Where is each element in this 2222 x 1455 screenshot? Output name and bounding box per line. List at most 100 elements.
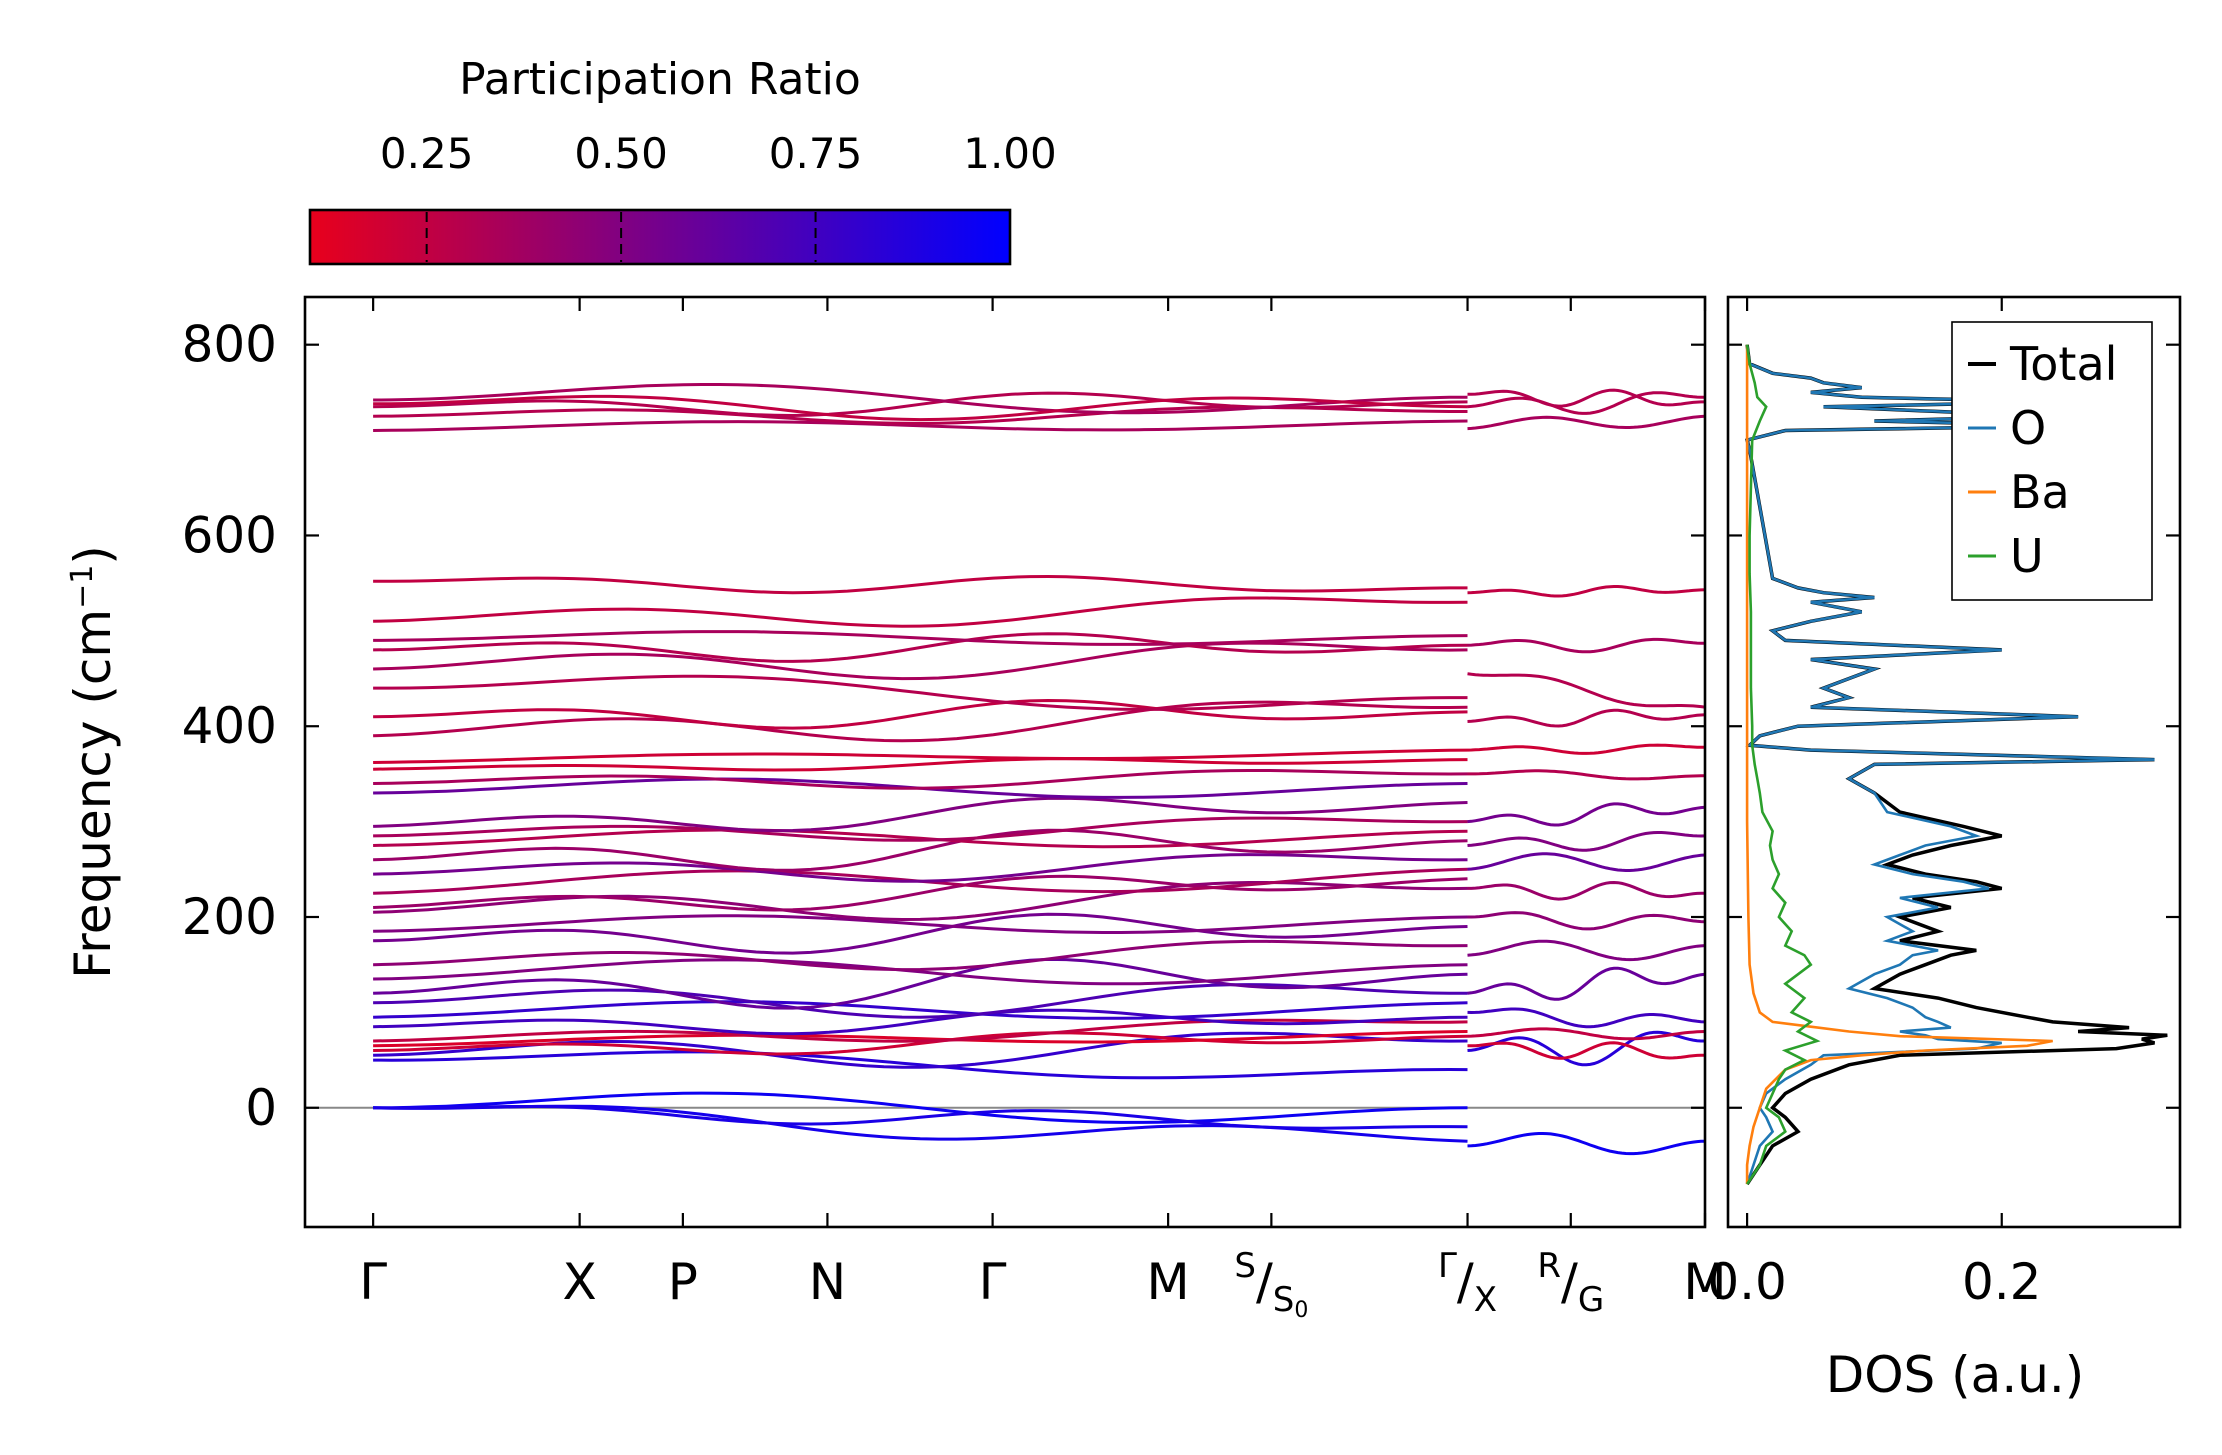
- dos-line-o: [1745, 344, 2155, 1185]
- legend-label: Total: [2009, 337, 2117, 391]
- phonon-band-1-19: [373, 853, 1468, 883]
- y-tick-label: 600: [182, 506, 277, 564]
- band-structure-panel: 0 200 400 600 800 Γ X P N Γ M S/S0 Γ/X R/G M Frequency…: [64, 295, 1727, 1323]
- phonon-band-1-40: [373, 394, 1468, 422]
- phonon-band-2-11: [1467, 802, 1705, 827]
- phonon-band-1-23: [373, 796, 1468, 833]
- phonon-band-2-16: [1467, 637, 1705, 654]
- colorbar-tick-label: 0.50: [574, 129, 668, 178]
- dos-x-axis-label: DOS (a.u.): [1826, 1346, 2085, 1404]
- colorbar-title: Participation Ratio: [459, 54, 861, 105]
- phonon-band-2-12: [1467, 769, 1705, 781]
- phonon-band-1-1: [373, 1104, 1468, 1143]
- phonon-band-1-32: [373, 632, 1468, 663]
- phonon-band-1-6: [373, 1030, 1468, 1048]
- legend-label: O: [2010, 401, 2046, 455]
- phonon-band-2-3: [1467, 1027, 1705, 1041]
- phonon-band-1-26: [373, 757, 1468, 772]
- phonon-band-1-14: [373, 912, 1468, 955]
- phonon-band-2-0: [1467, 1132, 1705, 1156]
- phonon-band-2-14: [1467, 708, 1705, 728]
- phonon-band-1-3: [373, 1050, 1468, 1080]
- dos-x-tick-label: 0.2: [1962, 1253, 2042, 1311]
- high-symmetry-label: Γ: [359, 1253, 387, 1311]
- colorbar-tick-label: 1.00: [963, 129, 1057, 178]
- high-symmetry-label: M: [1147, 1253, 1190, 1311]
- phonon-band-1-31: [373, 641, 1468, 681]
- phonon-band-2-15: [1467, 672, 1705, 709]
- colorbar-tick-label: 0.25: [380, 129, 474, 178]
- dos-curves: [1744, 344, 2168, 1186]
- phonon-band-1-17: [373, 874, 1468, 912]
- dos-line-ba: [1745, 344, 2053, 1185]
- phonon-band-2-8: [1467, 880, 1705, 901]
- phonon-band-1-2: [373, 1105, 1468, 1130]
- high-symmetry-label: P: [668, 1253, 698, 1311]
- phonon-band-1-33: [373, 630, 1468, 646]
- dos-line-u: [1745, 344, 1821, 1185]
- phonon-band-2-2: [1467, 1041, 1705, 1060]
- phonon-bands: [373, 383, 1705, 1156]
- phonon-band-1-29: [373, 698, 1468, 730]
- colorbar-tick-label: 0.75: [769, 129, 863, 178]
- dos-x-tick-label: 0.0: [1707, 1253, 1787, 1311]
- phonon-band-2-7: [1467, 911, 1705, 931]
- legend-box: [1951, 321, 2153, 601]
- phonon-band-1-27: [373, 748, 1468, 764]
- band-plot-frame: [303, 295, 1707, 1229]
- phonon-band-1-8: [373, 1008, 1468, 1036]
- phonon-band-1-9: [373, 1000, 1468, 1020]
- phonon-band-1-28: [373, 700, 1468, 743]
- dos-legend: Total O Ba U: [1951, 321, 2153, 601]
- y-tick-label: 200: [182, 888, 277, 946]
- phonon-band-1-39: [373, 383, 1468, 415]
- phonon-band-1-35: [373, 574, 1468, 595]
- phonon-band-2-10: [1467, 831, 1705, 852]
- legend-label: Ba: [2010, 465, 2070, 519]
- phonon-band-1-22: [373, 816, 1468, 842]
- high-symmetry-label: S/S0: [1234, 1246, 1308, 1323]
- phonon-band-1-36: [373, 419, 1468, 432]
- colorbar-gradient: [308, 208, 1012, 266]
- phonon-band-2-13: [1467, 743, 1705, 755]
- y-axis-label: Frequency (cm−1): [64, 545, 122, 979]
- high-symmetry-label: X: [562, 1253, 596, 1311]
- phonon-band-2-20: [1467, 388, 1705, 408]
- phonon-band-2-18: [1467, 414, 1705, 431]
- phonon-band-1-21: [373, 828, 1468, 849]
- dos-panel: 0.0 0.2 DOS (a.u.) Total O Ba U: [1707, 295, 2182, 1404]
- colorbar-ticks: [425, 212, 817, 262]
- band-axes: 0 200 400 600 800 Γ X P N Γ M S/S0 Γ/X R/G M: [182, 297, 1727, 1323]
- dos-plot-frame: [1726, 295, 2182, 1229]
- phonon-band-2-6: [1467, 939, 1705, 962]
- phonon-band-2-1: [1467, 1030, 1705, 1067]
- high-symmetry-label: R/G: [1537, 1246, 1604, 1320]
- phonon-band-1-20: [373, 828, 1468, 872]
- phonon-band-2-4: [1467, 1007, 1705, 1029]
- high-symmetry-label: Γ: [979, 1253, 1007, 1311]
- high-symmetry-label: N: [809, 1253, 846, 1311]
- legend-label: U: [2010, 529, 2044, 583]
- y-tick-label: 0: [245, 1079, 277, 1137]
- colorbar: Participation Ratio 0.25 0.50 0.75 1.00: [308, 54, 1057, 266]
- phonon-band-1-25: [373, 769, 1468, 790]
- phonon-band-1-10: [373, 983, 1468, 1019]
- phonon-band-1-30: [373, 674, 1468, 711]
- phonon-band-1-38: [373, 391, 1468, 418]
- phonon-band-1-5: [373, 1031, 1468, 1056]
- phonon-band-2-19: [1467, 391, 1705, 415]
- phonon-band-1-7: [373, 1018, 1468, 1043]
- y-tick-label: 400: [182, 697, 277, 755]
- y-tick-label: 800: [182, 316, 277, 374]
- dos-axes: 0.0 0.2: [1707, 297, 2180, 1311]
- phonon-band-1-11: [373, 957, 1468, 1010]
- phonon-band-2-17: [1467, 585, 1705, 598]
- phonon-band-1-0: [373, 1091, 1468, 1124]
- phonon-band-2-5: [1467, 966, 1705, 1001]
- high-symmetry-label: Γ/X: [1438, 1246, 1497, 1320]
- high-symmetry-label: M: [1683, 1253, 1726, 1311]
- phonon-band-1-34: [373, 596, 1468, 628]
- colorbar-tick-labels: 0.25 0.50 0.75 1.00: [380, 129, 1057, 178]
- phonon-band-1-13: [373, 939, 1468, 972]
